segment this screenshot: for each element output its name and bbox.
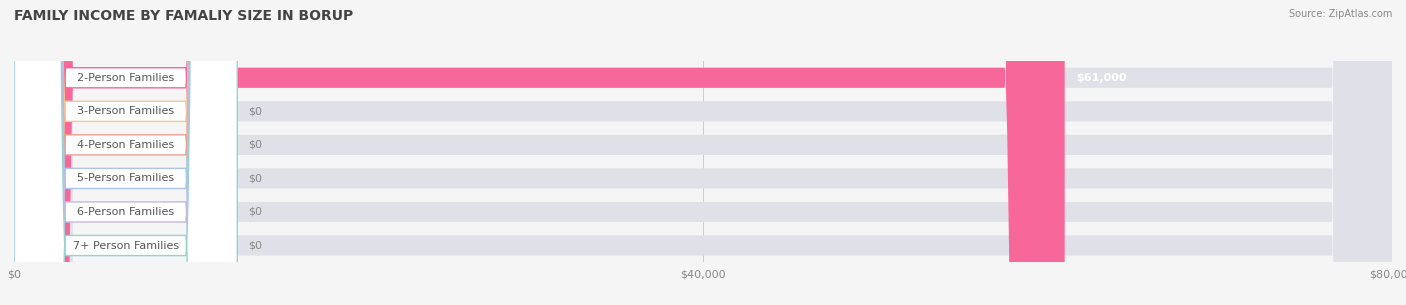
FancyBboxPatch shape bbox=[14, 0, 238, 305]
Text: 3-Person Families: 3-Person Families bbox=[77, 106, 174, 116]
FancyBboxPatch shape bbox=[14, 0, 238, 305]
FancyBboxPatch shape bbox=[14, 0, 45, 305]
Text: $0: $0 bbox=[249, 106, 263, 116]
FancyBboxPatch shape bbox=[14, 0, 45, 305]
FancyBboxPatch shape bbox=[14, 0, 1392, 305]
Text: FAMILY INCOME BY FAMALIY SIZE IN BORUP: FAMILY INCOME BY FAMALIY SIZE IN BORUP bbox=[14, 9, 353, 23]
FancyBboxPatch shape bbox=[14, 0, 1392, 305]
Text: 5-Person Families: 5-Person Families bbox=[77, 174, 174, 183]
FancyBboxPatch shape bbox=[14, 0, 1392, 305]
Text: 6-Person Families: 6-Person Families bbox=[77, 207, 174, 217]
FancyBboxPatch shape bbox=[14, 0, 238, 305]
FancyBboxPatch shape bbox=[14, 0, 45, 305]
FancyBboxPatch shape bbox=[14, 0, 1392, 305]
FancyBboxPatch shape bbox=[14, 0, 238, 305]
Text: Source: ZipAtlas.com: Source: ZipAtlas.com bbox=[1288, 9, 1392, 19]
FancyBboxPatch shape bbox=[14, 0, 1392, 305]
Text: $0: $0 bbox=[249, 140, 263, 150]
Text: 4-Person Families: 4-Person Families bbox=[77, 140, 174, 150]
FancyBboxPatch shape bbox=[14, 0, 238, 305]
FancyBboxPatch shape bbox=[14, 0, 238, 305]
FancyBboxPatch shape bbox=[14, 0, 45, 305]
Text: 2-Person Families: 2-Person Families bbox=[77, 73, 174, 83]
Text: $0: $0 bbox=[249, 174, 263, 183]
Text: $61,000: $61,000 bbox=[1076, 73, 1126, 83]
Text: 7+ Person Families: 7+ Person Families bbox=[73, 241, 179, 250]
Text: $0: $0 bbox=[249, 241, 263, 250]
FancyBboxPatch shape bbox=[14, 0, 45, 305]
Text: $0: $0 bbox=[249, 207, 263, 217]
FancyBboxPatch shape bbox=[14, 0, 1392, 305]
FancyBboxPatch shape bbox=[14, 0, 1064, 305]
